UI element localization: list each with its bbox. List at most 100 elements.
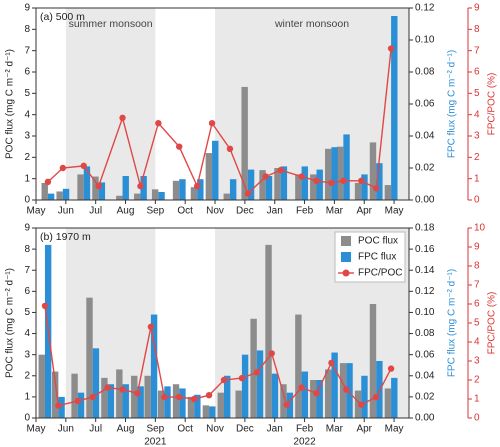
poc-bar	[265, 244, 272, 418]
poc-bar	[77, 174, 84, 200]
ratio-point	[313, 177, 320, 184]
poc-bar	[56, 191, 63, 200]
x-tick-label: Jun	[58, 424, 74, 435]
fpc-bar	[77, 392, 85, 418]
y2-tick-label: 0.02	[415, 163, 435, 174]
y-tick-label: 2	[24, 152, 30, 163]
y2-axis-label: FPC flux (mg C m⁻² d⁻¹)	[447, 50, 458, 158]
x-tick-label: Jan	[267, 424, 283, 435]
fpc-bar	[62, 188, 70, 200]
y-tick-label: 2	[24, 370, 30, 381]
poc-bar	[187, 396, 195, 418]
fpc-bar	[122, 176, 129, 200]
y-tick-label: 1	[24, 173, 30, 184]
ratio-point	[358, 401, 365, 408]
y3-tick-label: 9	[474, 242, 480, 253]
y3-tick-label: 7	[474, 45, 480, 56]
panel-label: (b) 1970 m	[40, 231, 91, 243]
fpc-bar	[164, 386, 171, 418]
y-tick-label: 6	[24, 286, 30, 297]
poc-bar	[384, 388, 392, 418]
y3-tick-label: 2	[474, 375, 480, 386]
y3-tick-label: 6	[474, 299, 480, 310]
poc-bar	[202, 405, 210, 418]
ratio-point	[74, 397, 81, 405]
ratio-point	[134, 390, 141, 397]
ratio-point	[119, 386, 126, 393]
shading-label: summer monsoon	[69, 18, 153, 30]
poc-bar	[157, 390, 165, 418]
y-tick-label: 4	[24, 109, 30, 120]
fpc-bar	[47, 193, 55, 200]
legend-dot	[342, 269, 350, 277]
y2-tick-label: 0.04	[415, 370, 435, 381]
fpc-bar	[361, 174, 368, 200]
fpc-bar	[271, 373, 279, 418]
poc-bar	[259, 170, 266, 200]
y2-tick-label: 0.08	[415, 328, 435, 339]
fpc-bar	[331, 352, 338, 418]
poc-bar	[51, 371, 59, 418]
poc-bar	[86, 297, 93, 418]
poc-bar	[151, 189, 159, 200]
x-tick-label: May	[385, 206, 404, 217]
x-tick-label: Aug	[117, 424, 135, 435]
x-tick-label: Sep	[146, 206, 164, 217]
y2-tick-label: 0.02	[415, 392, 435, 403]
poc-bar	[217, 392, 224, 418]
y-tick-label: 9	[24, 3, 30, 14]
ratio-point	[55, 402, 62, 409]
fpc-bar	[316, 380, 323, 418]
fpc-bar	[286, 392, 294, 418]
ratio-point	[59, 164, 67, 172]
fpc-bar	[194, 394, 201, 418]
ratio-point	[80, 162, 87, 170]
y3-tick-label: 1	[474, 173, 480, 184]
y-tick-label: 6	[24, 67, 30, 78]
poc-bar	[71, 373, 78, 418]
x-tick-label: May	[385, 424, 404, 435]
ratio-point	[372, 393, 380, 401]
fpc-bar	[361, 375, 368, 418]
y3-tick-label: 0	[474, 413, 480, 424]
y3-tick-label: 7	[474, 280, 480, 291]
ratio-point	[44, 178, 52, 186]
legend-swatch	[341, 236, 351, 246]
ratio-point	[161, 393, 168, 401]
y-tick-label: 5	[24, 307, 30, 318]
panel-label: (a) 500 m	[40, 11, 85, 23]
ratio-point	[119, 114, 126, 122]
x-tick-label: Nov	[206, 424, 224, 435]
y2-axis-label: FPC flux (mg C m⁻² d⁻¹)	[447, 269, 458, 377]
fpc-bar	[316, 169, 323, 200]
ratio-point	[208, 120, 216, 127]
ratio-point	[238, 374, 246, 382]
fpc-bar	[391, 16, 398, 200]
x-tick-label: Mar	[326, 206, 344, 217]
fpc-bar	[301, 371, 308, 418]
fpc-bar	[209, 406, 216, 418]
fpc-bar	[158, 192, 165, 200]
y-tick-label: 9	[24, 223, 30, 234]
poc-bar	[384, 185, 392, 200]
fpc-bar	[140, 176, 147, 200]
y-axis-label: POC flux (mg C m⁻² d⁻¹)	[5, 268, 16, 378]
ratio-point	[298, 384, 305, 391]
poc-bar	[325, 369, 332, 418]
x-tick-label: Mar	[326, 424, 344, 435]
x-tick-label: Apr	[356, 206, 372, 217]
poc-bar	[172, 384, 180, 418]
poc-bar	[38, 354, 45, 418]
x-tick-label: May	[27, 206, 46, 217]
fpc-bar	[346, 363, 353, 418]
poc-bar	[310, 174, 317, 200]
y-tick-label: 4	[24, 328, 30, 339]
fpc-bar	[179, 388, 186, 418]
ratio-point	[328, 359, 335, 367]
x-tick-label: Jul	[89, 424, 102, 435]
shading-label: winter monsoon	[274, 18, 349, 30]
x-tick-label: Oct	[177, 424, 193, 435]
fpc-bar	[265, 176, 273, 200]
y3-tick-label: 10	[474, 223, 486, 234]
ratio-point	[176, 143, 183, 150]
